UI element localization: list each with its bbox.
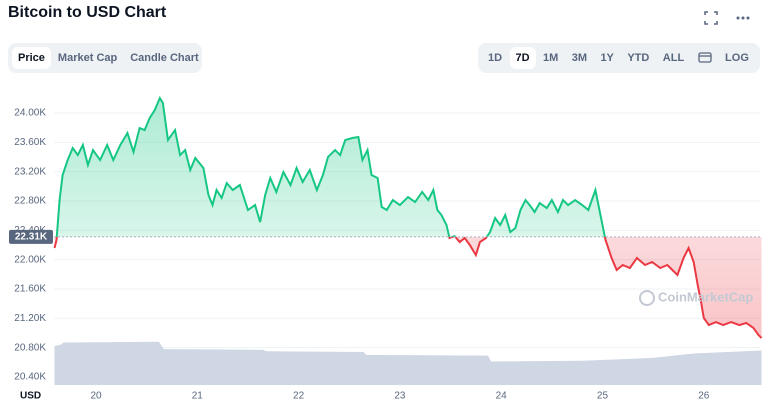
tab-button[interactable]: Candle Chart [130, 52, 199, 64]
watermark: CoinMarketCap [639, 289, 753, 306]
x-tick-label: 20 [90, 391, 102, 402]
tab-button[interactable]: Market Cap [57, 52, 118, 64]
y-tick-label: 22.80K [14, 196, 46, 207]
y-tick-label: 23.20K [14, 166, 46, 177]
volume-area [54, 341, 762, 385]
reference-label: 22.31K [15, 232, 48, 243]
fullscreen-icon[interactable] [704, 11, 718, 25]
range-button[interactable]: 1M [543, 52, 559, 64]
y-tick-label: 20.40K [14, 372, 46, 383]
y-tick-label: 21.60K [14, 284, 46, 295]
x-tick-label: 24 [496, 391, 508, 402]
reference-label-bg [9, 229, 53, 244]
calendar-icon [697, 51, 712, 63]
x-tick-label: 21 [192, 391, 204, 402]
range-button[interactable]: 1D [488, 52, 503, 64]
y-tick-label: 20.80K [14, 342, 46, 353]
range-group: 1D 7D 1M 3M 1Y YTD ALL LOG [478, 43, 760, 73]
log-button[interactable]: LOG [725, 52, 749, 64]
y-tick-label: 21.20K [14, 313, 46, 324]
y-tick-label: 24.00K [14, 108, 46, 119]
more-icon[interactable] [736, 16, 750, 20]
range-button[interactable]: 7D [509, 47, 536, 69]
y-tick-label: 23.60K [14, 137, 46, 148]
axis-unit: USD [20, 391, 41, 402]
x-tick-label: 23 [394, 391, 406, 402]
title: Bitcoin to USD Chart [8, 4, 167, 21]
area-up [54, 98, 762, 237]
x-tick-label: 22 [293, 391, 305, 402]
x-tick-label: 26 [698, 391, 710, 402]
price-line-up [55, 95, 606, 237]
range-button[interactable]: ALL [662, 52, 685, 64]
x-tick-label: 25 [597, 391, 609, 402]
price-line-down [53, 236, 763, 339]
range-button[interactable]: YTD [627, 52, 650, 64]
watermark-text: CoinMarketCap [658, 289, 753, 304]
range-button[interactable]: 1Y [600, 52, 614, 64]
calendar-button[interactable] [692, 46, 718, 71]
range-button[interactable]: 3M [571, 52, 587, 64]
area-down [54, 236, 762, 339]
tab-button[interactable]: Price [12, 47, 51, 69]
tab-group: Price Market Cap Candle Chart [8, 43, 202, 73]
y-tick-label: 22.00K [14, 254, 46, 265]
